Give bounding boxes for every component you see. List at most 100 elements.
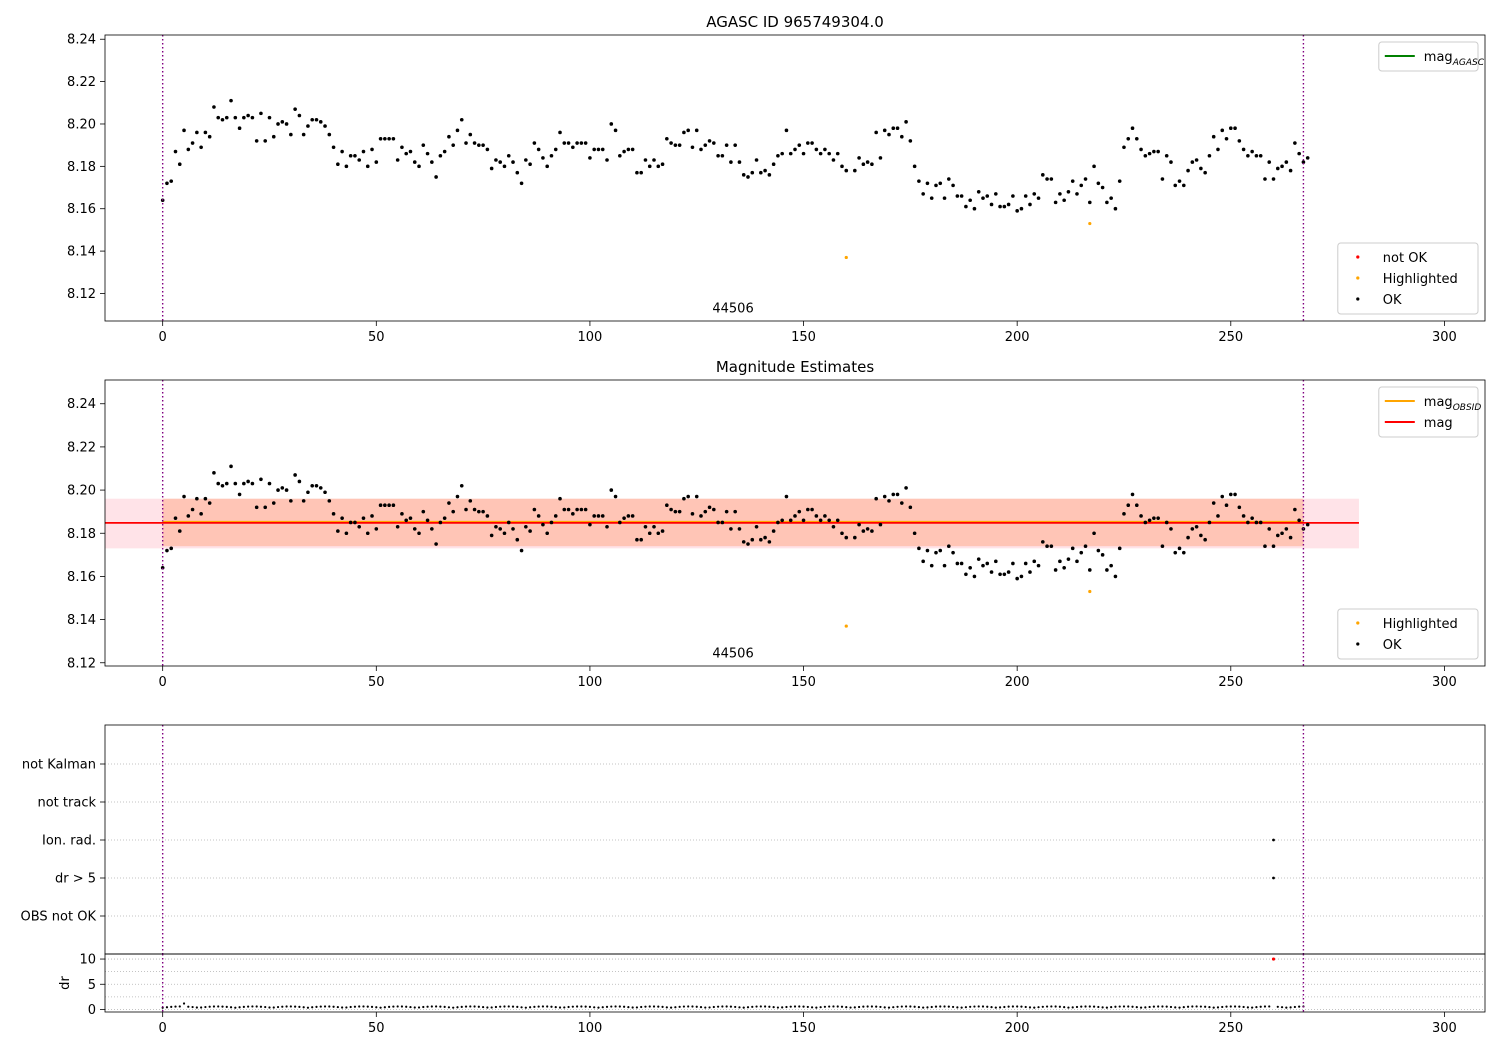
data-point bbox=[951, 550, 955, 555]
data-point bbox=[1288, 535, 1293, 540]
data-point bbox=[519, 181, 524, 186]
data-point bbox=[865, 160, 870, 164]
data-point bbox=[567, 1005, 570, 1009]
data-point bbox=[529, 1006, 532, 1009]
data-point bbox=[327, 132, 332, 137]
data-point bbox=[1139, 1006, 1143, 1009]
data-point bbox=[1134, 503, 1139, 507]
legend-label: Highlighted bbox=[1383, 617, 1458, 632]
data-point bbox=[887, 1006, 891, 1009]
data-point bbox=[1275, 533, 1280, 538]
data-point bbox=[1075, 559, 1079, 564]
data-point bbox=[1067, 1006, 1070, 1009]
data-point bbox=[853, 1006, 856, 1009]
data-point bbox=[468, 499, 473, 503]
data-point bbox=[336, 162, 340, 167]
data-point bbox=[234, 1006, 237, 1009]
data-point bbox=[835, 518, 840, 523]
data-point bbox=[370, 1005, 374, 1008]
data-point bbox=[186, 147, 191, 152]
data-point bbox=[1114, 1005, 1117, 1008]
data-point bbox=[947, 177, 951, 181]
data-point bbox=[917, 179, 921, 183]
data-point bbox=[1157, 1005, 1160, 1008]
data-point bbox=[1250, 149, 1254, 154]
data-point bbox=[298, 1005, 301, 1008]
data-point bbox=[729, 527, 733, 531]
data-point bbox=[964, 572, 968, 577]
data-point bbox=[170, 1005, 173, 1008]
data-point bbox=[955, 194, 960, 198]
data-point bbox=[319, 1005, 322, 1008]
data-point bbox=[1220, 128, 1225, 133]
x-tick-label: 250 bbox=[1218, 330, 1243, 345]
data-point bbox=[828, 1005, 831, 1008]
data-point bbox=[647, 164, 652, 169]
data-point bbox=[502, 164, 507, 169]
data-point bbox=[596, 147, 601, 152]
data-point bbox=[938, 548, 943, 553]
y-tick-label: 8.16 bbox=[67, 570, 96, 585]
y-tick-label: 8.20 bbox=[67, 484, 96, 499]
legend-marker bbox=[1356, 297, 1360, 301]
data-point bbox=[200, 1006, 203, 1009]
data-point bbox=[1174, 1006, 1177, 1009]
data-point bbox=[939, 1005, 942, 1008]
data-point bbox=[451, 143, 456, 147]
data-point bbox=[392, 1005, 395, 1008]
data-point bbox=[421, 143, 426, 147]
data-point bbox=[255, 1005, 258, 1008]
data-point bbox=[1088, 221, 1092, 226]
data-point bbox=[994, 559, 998, 564]
data-point bbox=[455, 128, 460, 133]
data-point bbox=[1284, 527, 1289, 531]
data-point bbox=[908, 139, 913, 143]
data-point bbox=[660, 529, 665, 533]
data-point bbox=[314, 483, 319, 488]
data-point bbox=[306, 490, 310, 495]
data-point bbox=[806, 141, 810, 145]
data-point bbox=[237, 126, 242, 131]
data-point bbox=[831, 158, 836, 162]
data-point bbox=[1028, 570, 1032, 574]
data-point bbox=[976, 189, 981, 194]
data-point bbox=[588, 156, 592, 160]
data-point bbox=[361, 149, 366, 154]
data-point bbox=[733, 143, 737, 147]
data-point bbox=[1204, 1005, 1207, 1008]
data-point bbox=[532, 141, 537, 145]
data-point bbox=[203, 130, 208, 135]
data-point bbox=[1096, 181, 1101, 186]
data-point bbox=[477, 1005, 480, 1008]
data-point bbox=[289, 499, 293, 503]
data-point bbox=[690, 145, 695, 150]
data-point bbox=[673, 509, 678, 514]
data-point bbox=[861, 529, 866, 533]
data-point bbox=[785, 1005, 788, 1009]
data-point bbox=[712, 507, 716, 512]
data-point bbox=[280, 120, 285, 124]
data-point bbox=[536, 147, 541, 152]
data-point bbox=[297, 113, 302, 118]
data-point bbox=[229, 98, 233, 103]
data-point bbox=[875, 1005, 878, 1008]
data-point bbox=[344, 531, 349, 536]
data-point bbox=[1177, 546, 1182, 551]
data-point bbox=[421, 509, 426, 514]
data-point bbox=[754, 524, 759, 529]
data-point bbox=[1199, 1005, 1202, 1008]
data-point bbox=[639, 537, 643, 542]
data-point bbox=[643, 158, 648, 162]
data-point bbox=[1062, 198, 1066, 203]
data-point bbox=[468, 132, 473, 137]
data-point bbox=[708, 1006, 711, 1009]
data-point bbox=[1109, 196, 1113, 200]
x-tick-label: 50 bbox=[368, 330, 385, 345]
data-point bbox=[208, 1005, 211, 1008]
data-point bbox=[357, 158, 362, 162]
axes-frame bbox=[104, 953, 1486, 1013]
data-point bbox=[942, 196, 947, 200]
data-point bbox=[767, 173, 772, 177]
data-point bbox=[438, 520, 443, 525]
data-point bbox=[771, 162, 776, 167]
